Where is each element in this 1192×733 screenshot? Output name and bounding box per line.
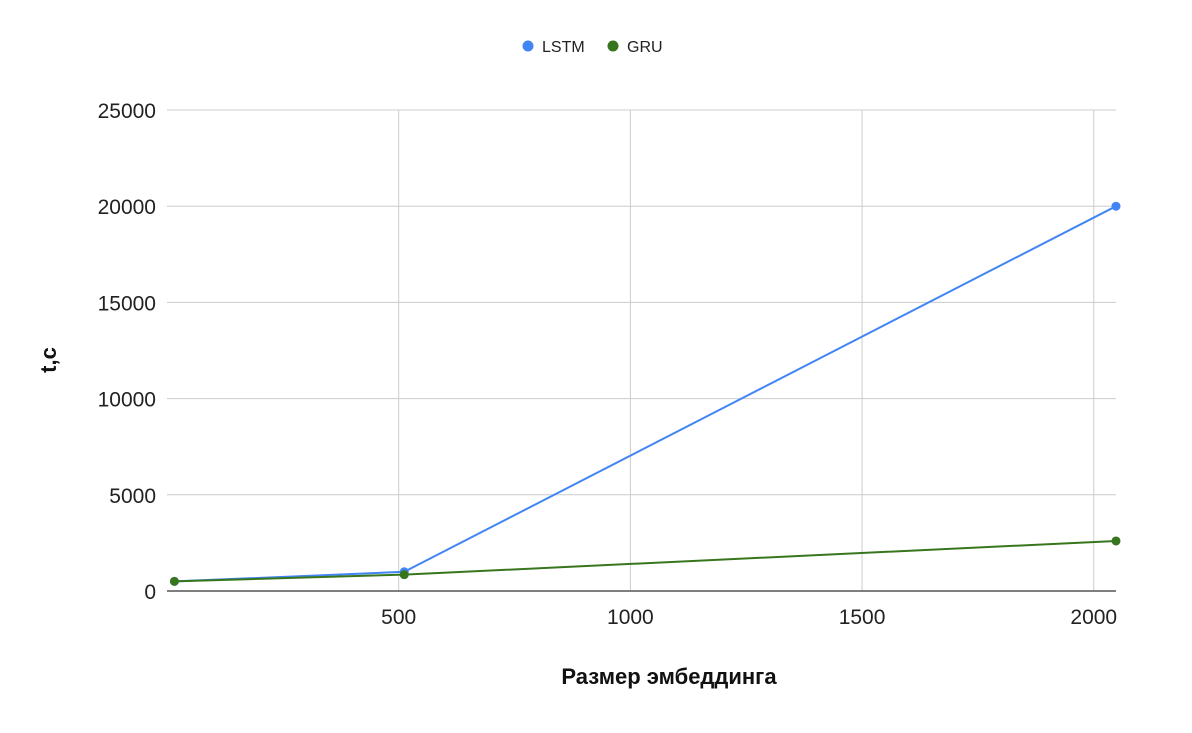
data-point-gru (1111, 536, 1121, 546)
x-axis-title: Размер эмбеддинга (561, 664, 777, 689)
grid (167, 109, 1116, 591)
data-point-lstm (1111, 201, 1121, 211)
data-point-gru (399, 570, 409, 580)
y-tick-label: 20000 (98, 196, 156, 219)
legend-label-gru: GRU (627, 39, 663, 56)
legend-marker-lstm (522, 40, 534, 52)
y-tick-label: 25000 (98, 100, 156, 123)
legend-label-lstm: LSTM (542, 39, 585, 56)
y-tick-label: 10000 (98, 389, 156, 412)
legend: LSTM GRU (522, 39, 663, 56)
series-line-lstm (174, 205, 1117, 583)
x-tick-label: 500 (381, 606, 416, 629)
y-tick-label: 15000 (98, 292, 156, 315)
series-layer (169, 201, 1121, 586)
y-axis-title: t,c (36, 347, 61, 373)
y-tick-label: 0 (144, 581, 156, 604)
legend-marker-gru (607, 40, 619, 52)
x-tick-label: 1500 (839, 606, 886, 629)
axes: 0 5000 10000 15000 20000 25000 500 1000 1500 2000 (98, 100, 1118, 629)
x-tick-label: 2000 (1070, 606, 1117, 629)
x-tick-label: 1000 (607, 606, 654, 629)
data-point-gru (169, 576, 179, 586)
y-tick-label: 5000 (109, 485, 156, 508)
